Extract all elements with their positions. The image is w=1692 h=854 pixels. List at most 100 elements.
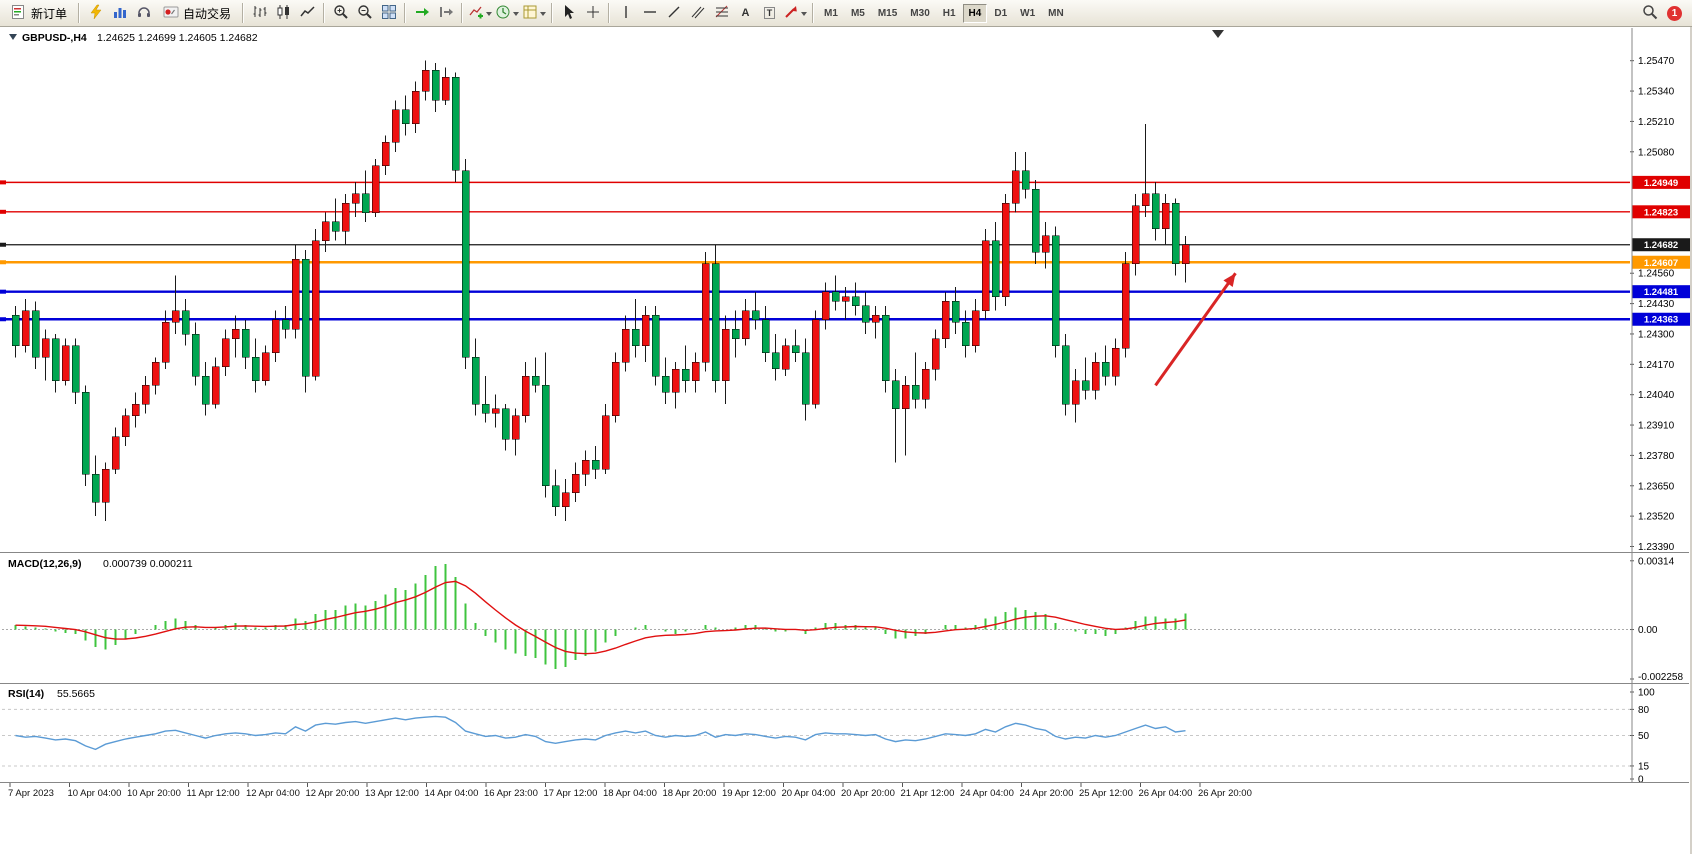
chart-bars-icon bbox=[112, 4, 128, 23]
toolbar-separator bbox=[551, 3, 554, 23]
new-order-button[interactable]: 新订单 bbox=[4, 2, 74, 24]
svg-text:1.24823: 1.24823 bbox=[1644, 207, 1678, 218]
svg-text:1.23390: 1.23390 bbox=[1638, 542, 1675, 553]
svg-text:1.25080: 1.25080 bbox=[1638, 147, 1675, 158]
chart-shift-button[interactable] bbox=[434, 2, 457, 24]
svg-text:15: 15 bbox=[1638, 761, 1650, 772]
chart-ohlc-values: 1.24625 1.24699 1.24605 1.24682 bbox=[97, 32, 258, 44]
community-icon bbox=[88, 4, 104, 23]
svg-text:24 Apr 04:00: 24 Apr 04:00 bbox=[960, 788, 1014, 799]
bar-chart-mode-button[interactable] bbox=[248, 2, 271, 24]
svg-text:1.25340: 1.25340 bbox=[1638, 87, 1675, 98]
timeframe-m1[interactable]: M1 bbox=[818, 4, 844, 23]
tile-windows-icon bbox=[381, 4, 397, 23]
rsi-levels bbox=[2, 708, 1630, 767]
price-line-1.24607[interactable]: 1.24607 bbox=[0, 255, 1690, 269]
zoom-out-icon bbox=[357, 4, 373, 23]
candlestick-mode-button[interactable] bbox=[272, 2, 295, 24]
svg-text:1.24170: 1.24170 bbox=[1638, 360, 1675, 371]
rsi-indicator-title: RSI(14) bbox=[8, 688, 44, 700]
community-button[interactable] bbox=[84, 2, 107, 24]
chart-canvas[interactable]: GBPUSD-,H4 1.24625 1.24699 1.24605 1.246… bbox=[0, 27, 1692, 854]
price-axis[interactable]: 1.25470 1.25340 1.25210 1.25080 1.24560 1.244… bbox=[1630, 56, 1675, 553]
zoom-in-button[interactable] bbox=[329, 2, 352, 24]
text-tool-icon: A bbox=[741, 7, 750, 19]
window-menu-icon[interactable] bbox=[9, 34, 17, 40]
timeframe-m5[interactable]: M5 bbox=[845, 4, 871, 23]
rsi-axis[interactable]: 100 80 50 15 0 bbox=[1630, 688, 1655, 786]
svg-text:1.24607: 1.24607 bbox=[1644, 258, 1678, 269]
svg-text:20 Apr 04:00: 20 Apr 04:00 bbox=[782, 788, 836, 799]
crosshair-tool-button[interactable] bbox=[581, 2, 604, 24]
svg-text:26 Apr 04:00: 26 Apr 04:00 bbox=[1139, 788, 1193, 799]
svg-text:17 Apr 12:00: 17 Apr 12:00 bbox=[544, 788, 598, 799]
dropdown-caret-icon bbox=[486, 11, 493, 19]
search-button[interactable] bbox=[1638, 2, 1661, 24]
window-edge bbox=[1690, 27, 1692, 854]
svg-text:1.23780: 1.23780 bbox=[1638, 451, 1675, 462]
auto-scroll-button[interactable] bbox=[410, 2, 433, 24]
chart-background[interactable] bbox=[0, 27, 1692, 854]
svg-text:1.24040: 1.24040 bbox=[1638, 390, 1675, 401]
timeframe-h1[interactable]: H1 bbox=[937, 4, 962, 23]
arrows-tool-button[interactable] bbox=[782, 2, 808, 24]
svg-text:26 Apr 20:00: 26 Apr 20:00 bbox=[1198, 788, 1252, 799]
price-line-1.24949[interactable]: 1.24949 bbox=[0, 175, 1690, 189]
svg-text:1.23650: 1.23650 bbox=[1638, 481, 1675, 492]
price-line-1.24823[interactable]: 1.24823 bbox=[0, 205, 1690, 219]
price-line-1.24481[interactable]: 1.24481 bbox=[0, 285, 1690, 299]
indicators-icon bbox=[468, 4, 484, 23]
templates-button[interactable] bbox=[521, 2, 547, 24]
text-tool-button[interactable]: A bbox=[734, 2, 757, 24]
svg-text:14 Apr 04:00: 14 Apr 04:00 bbox=[425, 788, 479, 799]
dropdown-caret-icon bbox=[801, 11, 808, 19]
market-watch-button[interactable] bbox=[108, 2, 131, 24]
timeframe-mn[interactable]: MN bbox=[1042, 4, 1070, 23]
indicators-button[interactable] bbox=[467, 2, 493, 24]
toolbar-separator bbox=[812, 3, 815, 23]
chart-shift-icon bbox=[438, 4, 454, 23]
price-line-1.24682[interactable]: 1.24682 bbox=[0, 238, 1690, 252]
vertical-line-tool-button[interactable] bbox=[614, 2, 637, 24]
trend-arrow[interactable] bbox=[1154, 272, 1237, 387]
toolbar-separator bbox=[404, 3, 407, 23]
periods-button[interactable] bbox=[494, 2, 520, 24]
trendline-tool-button[interactable] bbox=[662, 2, 685, 24]
svg-text:1.24300: 1.24300 bbox=[1638, 329, 1675, 340]
svg-text:10 Apr 20:00: 10 Apr 20:00 bbox=[127, 788, 181, 799]
svg-text:20 Apr 20:00: 20 Apr 20:00 bbox=[841, 788, 895, 799]
zoom-out-button[interactable] bbox=[353, 2, 376, 24]
channel-icon bbox=[690, 4, 706, 23]
toolbar-separator bbox=[323, 3, 326, 23]
horizontal-line-tool-button[interactable] bbox=[638, 2, 661, 24]
toolbar-separator bbox=[608, 3, 611, 23]
cursor-tool-button[interactable] bbox=[557, 2, 580, 24]
auto-trading-icon bbox=[163, 4, 179, 23]
cursor-icon bbox=[561, 4, 577, 23]
tile-windows-button[interactable] bbox=[377, 2, 400, 24]
timeframe-m15[interactable]: M15 bbox=[872, 4, 903, 23]
new-order-label: 新订单 bbox=[31, 6, 68, 21]
support-button[interactable] bbox=[132, 2, 155, 24]
timeframe-m30[interactable]: M30 bbox=[904, 4, 935, 23]
svg-text:25 Apr 12:00: 25 Apr 12:00 bbox=[1079, 788, 1133, 799]
fibonacci-tool-button[interactable] bbox=[710, 2, 733, 24]
svg-text:19 Apr 12:00: 19 Apr 12:00 bbox=[722, 788, 776, 799]
svg-text:12 Apr 04:00: 12 Apr 04:00 bbox=[246, 788, 300, 799]
notification-badge[interactable]: 1 bbox=[1667, 5, 1682, 21]
time-axis[interactable]: 7 Apr 2023 10 Apr 04:00 10 Apr 20:00 11 Apr… bbox=[8, 783, 1252, 799]
label-tool-button[interactable]: T bbox=[758, 2, 781, 24]
chart-shift-marker[interactable] bbox=[1212, 30, 1224, 38]
timeframe-w1[interactable]: W1 bbox=[1014, 4, 1041, 23]
macd-signal-line bbox=[15, 580, 1186, 655]
timeframe-d1[interactable]: D1 bbox=[988, 4, 1013, 23]
channel-tool-button[interactable] bbox=[686, 2, 709, 24]
timeframe-h4[interactable]: H4 bbox=[962, 3, 988, 23]
line-chart-mode-button[interactable] bbox=[296, 2, 319, 24]
svg-text:1.24949: 1.24949 bbox=[1644, 178, 1678, 189]
svg-text:21 Apr 12:00: 21 Apr 12:00 bbox=[901, 788, 955, 799]
svg-text:0.00: 0.00 bbox=[1638, 625, 1658, 636]
macd-indicator-values: 0.000739 0.000211 bbox=[103, 558, 193, 570]
auto-trading-button[interactable]: 自动交易 bbox=[156, 2, 238, 24]
dropdown-caret-icon bbox=[540, 11, 547, 19]
